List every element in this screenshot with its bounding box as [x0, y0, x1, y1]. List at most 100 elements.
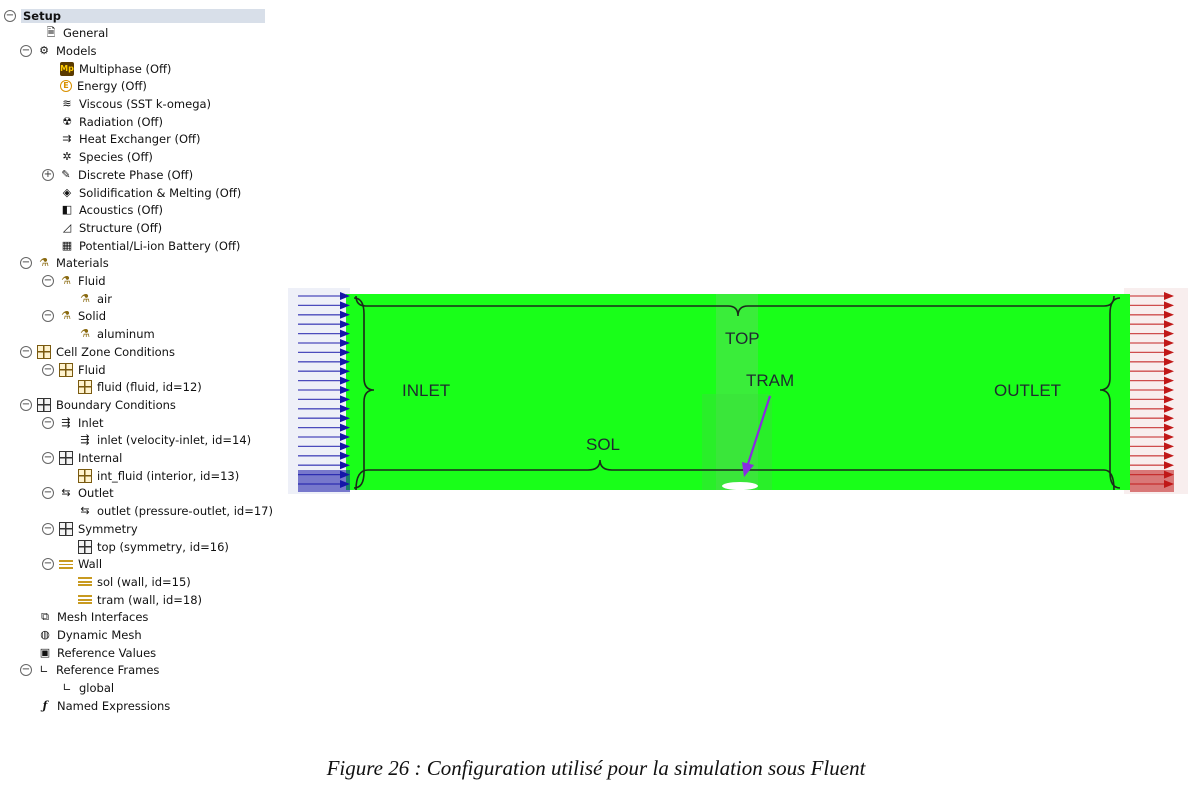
expand-toggle-icon[interactable]: + — [42, 168, 54, 181]
outlet-arrow-head — [1164, 395, 1174, 404]
outlet-arrow-head — [1164, 423, 1174, 432]
figure-caption: Figure 26 : Configuration utilisé pour l… — [326, 756, 866, 780]
tree-item-solid[interactable]: − ⚗ Solid — [42, 308, 106, 325]
collapse-toggle-icon[interactable]: − — [42, 416, 54, 429]
tree-item-label: outlet (pressure-outlet, id=17) — [97, 504, 273, 519]
collapse-toggle-icon[interactable]: − — [42, 452, 54, 464]
outlet-arrow-head — [1164, 301, 1174, 310]
inlet-arrow-head — [340, 357, 350, 366]
discrete-phase-icon: ✎ — [61, 167, 71, 181]
tree-item-label: Named Expressions — [57, 698, 171, 713]
tree-item-potential-li-ion-battery-off[interactable]: ▦ Potential/Li-ion Battery (Off) — [60, 237, 241, 254]
tree-item-energy-off[interactable]: E Energy (Off) — [60, 78, 147, 95]
collapse-toggle-icon[interactable]: − — [42, 487, 54, 500]
collapse-toggle-icon[interactable]: − — [42, 363, 54, 376]
tree-item-viscous-sst-k-omega[interactable]: ≋ Viscous (SST k-omega) — [60, 96, 211, 113]
outlet-arrow-head — [1164, 367, 1174, 376]
tree-item-materials[interactable]: − ⚗ Materials — [20, 255, 109, 272]
tree-item-mesh-interfaces[interactable]: ⧉ Mesh Interfaces — [38, 609, 148, 626]
tree-item-solidification-melting-off[interactable]: ◈ Solidification & Melting (Off) — [60, 184, 241, 201]
tree-item-label: sol (wall, id=15) — [97, 574, 191, 589]
tree-item-label: inlet (velocity-inlet, id=14) — [97, 433, 252, 448]
inlet-arrow-head — [340, 404, 350, 413]
tree-item-acoustics-off[interactable]: ◧ Acoustics (Off) — [60, 202, 163, 219]
tree-item-outlet[interactable]: − ⇆ Outlet — [42, 485, 114, 502]
tree-item-fluid[interactable]: − Fluid — [42, 361, 106, 378]
tree-item-dynamic-mesh[interactable]: ◍ Dynamic Mesh — [38, 627, 141, 644]
collapse-toggle-icon[interactable]: − — [20, 398, 32, 411]
collapse-toggle-icon[interactable]: − — [20, 44, 32, 57]
inlet-brace — [353, 297, 375, 489]
collapse-toggle-icon[interactable]: − — [4, 9, 16, 22]
tree-item-inlet[interactable]: − ⇶ Inlet — [42, 414, 103, 431]
outlet-arrow-head — [1164, 414, 1174, 423]
tree-item-general[interactable]: 🗎 General — [44, 25, 109, 42]
tree-item-fluid-fluid-id-12[interactable]: fluid (fluid, id=12) — [78, 379, 202, 396]
tree-item-label: Structure (Off) — [79, 220, 163, 235]
outlet-arrow-head — [1164, 442, 1174, 451]
tree-item-top-symmetry-id-16[interactable]: top (symmetry, id=16) — [78, 538, 229, 555]
tree-item-species-off[interactable]: ✲ Species (Off) — [60, 149, 153, 166]
tree-item-radiation-off[interactable]: ☢ Radiation (Off) — [60, 113, 163, 130]
tree-item-boundary-conditions[interactable]: − Boundary Conditions — [20, 396, 176, 413]
tree-item-label: Species (Off) — [79, 150, 153, 165]
reference-frames-icon: ∟ — [62, 681, 72, 695]
tree-item-models[interactable]: − ⚙ Models — [20, 42, 97, 59]
tree-item-fluid[interactable]: − ⚗ Fluid — [42, 273, 106, 290]
tree-item-multiphase-off[interactable]: Mp Multiphase (Off) — [60, 60, 171, 77]
tree-item-label: Models — [56, 43, 97, 58]
tree-item-reference-frames[interactable]: − ∟ Reference Frames — [20, 662, 159, 679]
simulation-domain-figure: TOP INLET TRAM OUTLET SOL — [288, 284, 1188, 500]
inlet-arrow-head — [340, 292, 350, 300]
collapse-toggle-icon[interactable]: − — [42, 558, 54, 571]
cell-zone-icon — [78, 380, 92, 395]
top-label: TOP — [725, 329, 760, 348]
collapse-toggle-icon[interactable]: − — [42, 310, 54, 323]
tree-item-discrete-phase-off[interactable]: + ✎ Discrete Phase (Off) — [42, 166, 193, 183]
inlet-arrow-head — [340, 442, 350, 451]
tree-item-internal[interactable]: − Internal — [42, 450, 122, 467]
tree-item-heat-exchanger-off[interactable]: ⇉ Heat Exchanger (Off) — [60, 131, 200, 148]
wall-icon — [78, 595, 92, 605]
outlet-arrow-head — [1164, 386, 1174, 394]
tree-item-named-expressions[interactable]: ƒ Named Expressions — [38, 697, 171, 714]
tree-item-structure-off[interactable]: ◿ Structure (Off) — [60, 219, 162, 236]
tree-item-cell-zone-conditions[interactable]: − Cell Zone Conditions — [20, 343, 175, 360]
tree-item-outlet-pressure-outlet-id-17[interactable]: ⇆ outlet (pressure-outlet, id=17) — [78, 503, 273, 520]
collapse-toggle-icon[interactable]: − — [42, 522, 54, 535]
tree-item-label: Wall — [78, 557, 103, 572]
tree-item-label: Energy (Off) — [77, 79, 147, 94]
tree-item-setup[interactable]: − Setup — [4, 7, 265, 24]
outlet-label: OUTLET — [994, 381, 1061, 400]
tree-item-reference-values[interactable]: ▣ Reference Values — [38, 644, 156, 661]
reference-frames-icon: ∟ — [39, 663, 49, 677]
inlet-arrow-head — [340, 329, 350, 338]
tree-item-label: top (symmetry, id=16) — [97, 539, 229, 554]
collapse-toggle-icon[interactable]: − — [20, 664, 32, 677]
tree-item-inlet-velocity-inlet-id-14[interactable]: ⇶ inlet (velocity-inlet, id=14) — [78, 432, 251, 449]
tree-item-aluminum[interactable]: ⚗ aluminum — [78, 326, 155, 343]
collapse-toggle-icon[interactable]: − — [20, 257, 32, 270]
tree-item-tram-wall-id-18[interactable]: tram (wall, id=18) — [78, 591, 202, 608]
collapse-toggle-icon[interactable]: − — [20, 345, 32, 358]
tree-item-global[interactable]: ∟ global — [60, 680, 114, 697]
tree-item-label: Acoustics (Off) — [79, 203, 163, 218]
tree-item-label: Symmetry — [78, 521, 138, 536]
tree-item-label: Reference Frames — [56, 663, 160, 678]
collapse-toggle-icon[interactable]: − — [42, 275, 54, 287]
tree-item-label: Viscous (SST k-omega) — [79, 97, 212, 111]
tree-item-wall[interactable]: − Wall — [42, 556, 102, 573]
boundary-icon — [78, 539, 92, 554]
tree-item-label: int_fluid (interior, id=13) — [97, 468, 240, 483]
tree-item-label: General — [63, 26, 109, 41]
tree-item-label: Potential/Li-ion Battery (Off) — [79, 238, 241, 253]
tree-item-label: aluminum — [97, 327, 155, 342]
outlet-arrow-head — [1164, 320, 1174, 329]
tree-item-int-fluid-interior-id-13[interactable]: int_fluid (interior, id=13) — [78, 467, 239, 484]
tree-item-symmetry[interactable]: − Symmetry — [42, 520, 138, 537]
materials-icon: ⚗ — [61, 274, 71, 287]
tree-item-air[interactable]: ⚗ air — [78, 290, 112, 307]
materials-icon: ⚗ — [39, 256, 49, 270]
tree-item-sol-wall-id-15[interactable]: sol (wall, id=15) — [78, 573, 191, 590]
tree-item-label: Solid — [78, 309, 107, 324]
